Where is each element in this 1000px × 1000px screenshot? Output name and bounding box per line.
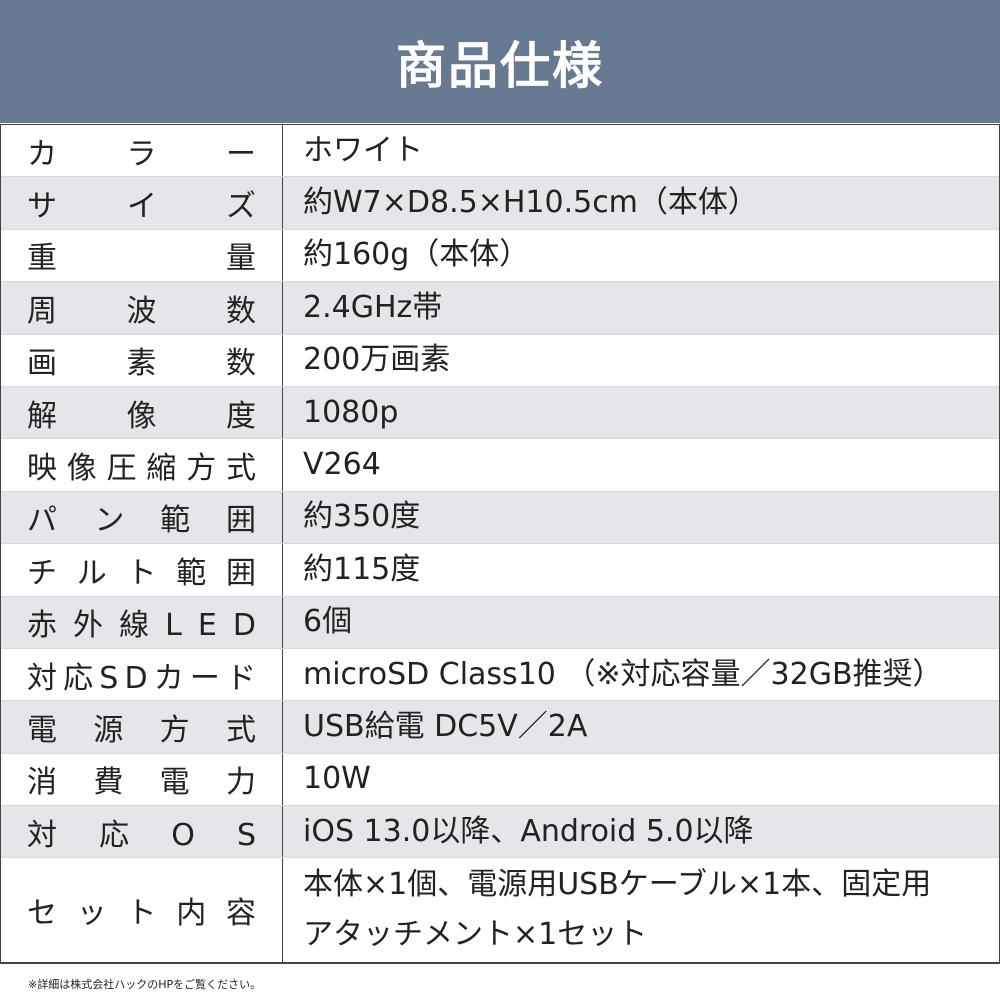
row-value: 約W7×D8.5×H10.5cm（本体） [303, 185, 758, 221]
row-label: 電源方式 [27, 712, 293, 748]
table-row: 赤外線LED 6個 [1, 596, 999, 649]
row-label: 対応SDカード [27, 660, 263, 696]
footnote: ※詳細は株式会社ハックのHPをご覧ください。 [28, 978, 262, 991]
row-value-line: アタッチメント×1セット [303, 917, 648, 953]
table-row: 重量 約160g（本体） [1, 229, 999, 283]
value-cell: 約350度 [283, 492, 999, 543]
table-row: 映像圧縮方式 V264 [1, 439, 999, 492]
table-row: サイズ 約W7×D8.5×H10.5cm（本体） [1, 177, 999, 230]
row-label: サイズ [27, 189, 326, 225]
value-cell: 約115度 [283, 544, 999, 595]
row-label: 消費電力 [27, 765, 293, 801]
table-row: 対応SDカード microSD Class10 （※対応容量／32GB推奨） [1, 648, 999, 702]
table-row: チルト範囲 約115度 [1, 544, 999, 597]
label-cell: カラー [1, 125, 283, 177]
label-cell: パン範囲 [1, 491, 283, 544]
value-cell: 2.4GHz帯 [283, 282, 999, 333]
row-label: 対応OS [27, 817, 299, 853]
table-row: カラー ホワイト [1, 125, 999, 178]
value-cell: 約W7×D8.5×H10.5cm（本体） [283, 177, 999, 228]
value-cell: 約160g（本体） [283, 230, 999, 281]
table-row: パン範囲 約350度 [1, 491, 999, 545]
row-value-line: 本体×1個、電源用USBケーブル×1本、固定用 [303, 867, 932, 903]
value-cell: USB給電 DC5V／2A [283, 701, 999, 752]
value-cell: iOS 13.0以降、Android 5.0以降 [283, 806, 999, 857]
row-label: 画素数 [27, 346, 326, 382]
table-row: セット内容 本体×1個、電源用USBケーブル×1本、固定用 アタッチメント×1セット [1, 858, 999, 963]
row-label: パン範囲 [27, 503, 292, 539]
label-cell: 消費電力 [1, 753, 283, 806]
value-cell: microSD Class10 （※対応容量／32GB推奨） [283, 649, 999, 700]
row-label: 周波数 [27, 293, 326, 329]
row-value: iOS 13.0以降、Android 5.0以降 [303, 813, 754, 849]
table-row: 電源方式 USB給電 DC5V／2A [1, 701, 999, 754]
label-cell: 赤外線LED [1, 596, 283, 648]
row-value: ホワイト [303, 132, 423, 168]
row-label: 解像度 [27, 398, 326, 434]
row-label: 重量 [27, 241, 425, 277]
row-value: 10W [303, 761, 371, 797]
table-row: 対応OS iOS 13.0以降、Android 5.0以降 [1, 806, 999, 859]
header: 商品仕様 [0, 0, 1000, 123]
label-cell: 重量 [1, 229, 283, 282]
value-cell: 10W [283, 754, 999, 805]
value-cell: 200万画素 [283, 335, 999, 386]
row-value: 約160g（本体） [303, 237, 530, 273]
row-value: USB給電 DC5V／2A [303, 708, 588, 744]
label-cell: サイズ [1, 177, 283, 229]
label-cell: 対応OS [1, 806, 283, 858]
row-label: チルト範囲 [27, 555, 276, 591]
title: 商品仕様 [396, 36, 604, 95]
row-value: 2.4GHz帯 [303, 289, 443, 325]
table-row: 解像度 1080p [1, 386, 999, 440]
label-cell: 解像度 [1, 386, 283, 439]
row-value: microSD Class10 （※対応容量／32GB推奨） [303, 656, 943, 692]
label-cell: チルト範囲 [1, 544, 283, 596]
spec-table: カラー ホワイト サイズ 約W7×D8.5×H10.5cm（本体） 重量 約160g（本体… [0, 124, 1000, 965]
label-cell: 対応SDカード [1, 648, 283, 701]
row-value: 200万画素 [303, 342, 451, 378]
value-cell: ホワイト [283, 125, 999, 176]
row-value: 6個 [303, 604, 353, 640]
row-label: 赤外線LED [27, 608, 273, 644]
value-cell: 1080p [283, 387, 999, 438]
table-row: 消費電力 10W [1, 753, 999, 807]
row-label: カラー [27, 136, 326, 172]
value-cell: 本体×1個、電源用USBケーブル×1本、固定用 アタッチメント×1セット [283, 858, 999, 962]
row-value: 約115度 [303, 551, 421, 587]
label-cell: セット内容 [1, 858, 283, 963]
table-row: 周波数 2.4GHz帯 [1, 282, 999, 335]
value-cell: V264 [283, 439, 999, 490]
label-cell: 周波数 [1, 282, 283, 334]
label-cell: 画素数 [1, 334, 283, 386]
row-value: 約350度 [303, 499, 421, 535]
table-row: 画素数 200万画素 [1, 334, 999, 387]
label-cell: 電源方式 [1, 701, 283, 753]
value-cell: 6個 [283, 597, 999, 648]
row-label: 映像圧縮方式 [27, 451, 266, 487]
row-value: V264 [303, 447, 381, 483]
label-cell: 映像圧縮方式 [1, 439, 283, 491]
row-label: セット内容 [27, 896, 276, 932]
row-value: 1080p [303, 394, 399, 430]
